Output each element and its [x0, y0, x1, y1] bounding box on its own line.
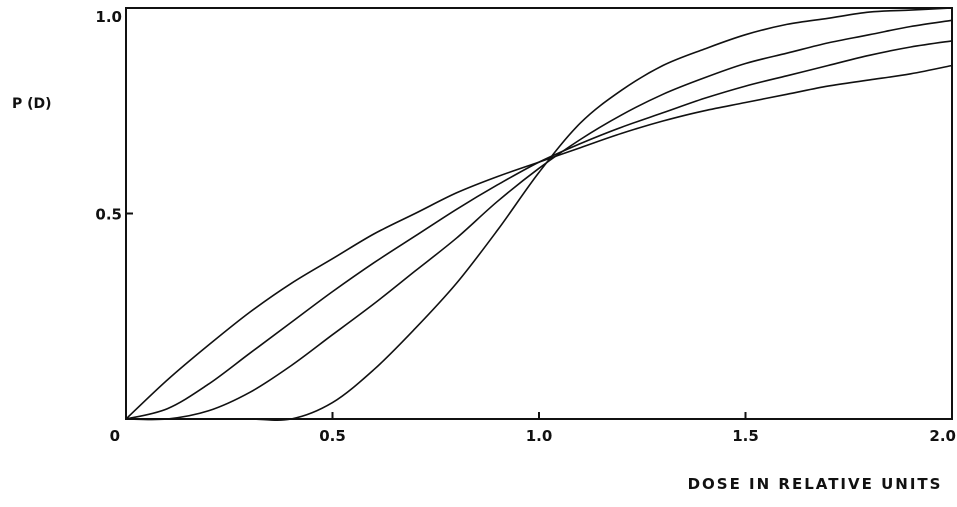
y-tick-label: 0.5	[95, 206, 122, 224]
x-tick-label: 0.5	[319, 427, 346, 445]
x-tick-label: 1.5	[732, 427, 759, 445]
x-tick-label: 2.0	[929, 427, 956, 445]
y-axis-label: P (D)	[12, 96, 52, 112]
series-line-1	[125, 64, 953, 420]
series-line-3	[125, 19, 953, 421]
series-line-4	[126, 7, 953, 421]
tick-layer: 0 0.5 1.0 1.5 2.0 0.5 1.0	[95, 7, 956, 445]
x-tick-label: 0	[110, 427, 120, 445]
x-tick-label: 1.0	[526, 427, 553, 445]
series-layer	[125, 7, 953, 421]
y-tick-label: 1.0	[95, 8, 122, 26]
series-line-2	[125, 40, 953, 420]
x-axis-label: DOSE IN RELATIVE UNITS	[688, 475, 943, 493]
plot-frame	[125, 7, 953, 420]
